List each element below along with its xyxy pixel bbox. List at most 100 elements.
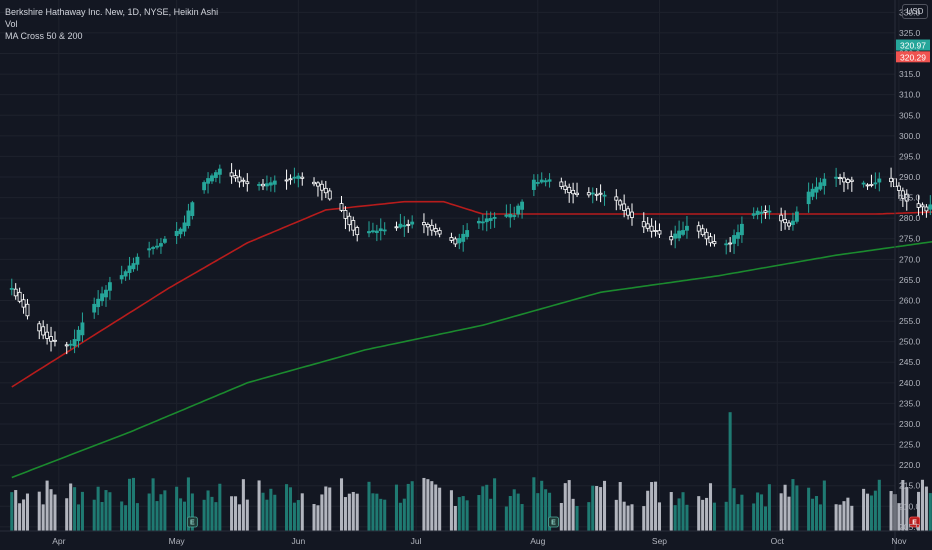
ma200-path: [11, 240, 932, 479]
volume-label[interactable]: Vol: [5, 19, 18, 29]
volume-bar: [273, 494, 277, 531]
volume-bar: [767, 484, 771, 531]
volume-bar: [795, 485, 799, 531]
volume-bar: [924, 486, 928, 531]
volume-bar: [642, 506, 646, 531]
volume-bar: [10, 492, 14, 531]
volume-bar: [347, 493, 351, 531]
volume-bar: [865, 493, 870, 531]
volume-bar: [489, 498, 493, 531]
candle-body: [822, 178, 827, 186]
volume-bar: [587, 502, 591, 531]
volume-bar: [477, 495, 481, 531]
volume-bar: [300, 493, 304, 531]
candle-body: [155, 245, 159, 248]
symbol-title[interactable]: Berkshire Hathaway Inc. New, 1D, NYSE, H…: [5, 7, 219, 17]
volume-bar: [285, 484, 289, 531]
volume-bar: [292, 502, 296, 531]
candle-body: [367, 231, 371, 234]
candle-body: [131, 263, 136, 270]
volume-bar: [147, 493, 151, 531]
volume-bar: [626, 505, 630, 531]
volume-bar: [453, 505, 457, 531]
candle-body: [374, 230, 379, 233]
candle-body: [272, 180, 277, 185]
earnings-badge-label: E: [551, 520, 556, 527]
volume-bar: [779, 493, 783, 531]
volume-bar: [100, 502, 104, 531]
candle-body: [382, 229, 387, 232]
volume-bar: [269, 488, 273, 531]
candle-body: [241, 179, 246, 182]
volume-bar: [379, 498, 383, 531]
y-tick-label: 210.0: [899, 501, 921, 511]
candle-body: [119, 275, 124, 280]
x-axis[interactable]: AprMayJunJulAugSepOctNovDec2022Feb: [52, 536, 932, 546]
candle-body: [920, 204, 925, 208]
earnings-badge[interactable]: E: [909, 516, 921, 528]
volume-bar: [320, 494, 324, 531]
volume-bar: [328, 487, 332, 531]
chart-legend: Berkshire Hathaway Inc. New, 1D, NYSE, H…: [5, 6, 218, 42]
earnings-badge[interactable]: E: [548, 516, 559, 528]
volume-bar: [559, 502, 563, 531]
candle-body: [370, 230, 375, 233]
candle-body: [602, 194, 607, 197]
volume-bar: [457, 497, 461, 531]
volume-bar: [834, 504, 838, 531]
candle-body: [810, 188, 815, 197]
candle-body: [787, 222, 791, 227]
candle-body: [626, 208, 631, 216]
earnings-badge[interactable]: E: [186, 516, 198, 528]
candle-body: [402, 224, 407, 227]
candle-body: [653, 230, 658, 232]
candle-body: [916, 203, 921, 208]
volume-bar: [508, 496, 512, 531]
volume-bar: [669, 492, 673, 531]
candle-body: [622, 203, 627, 211]
y-axis[interactable]: 205.0 210.0 215.0 220.0 225.0 230.0 235.0 240.0…: [899, 7, 921, 532]
volume-bar: [355, 493, 359, 531]
volume-bar: [811, 498, 815, 531]
volume-bar: [410, 481, 414, 531]
y-tick-label: 250.0: [899, 337, 921, 347]
volume-bar: [73, 487, 77, 531]
volume-bar: [190, 493, 194, 531]
volume-bar: [493, 478, 497, 531]
y-tick-label: 240.0: [899, 378, 921, 388]
volume-bar: [76, 504, 81, 531]
volume-bar: [622, 501, 626, 531]
volume-bar: [708, 483, 713, 531]
volume-bar: [124, 505, 128, 531]
volume-bar: [128, 478, 132, 531]
x-tick-label: Aug: [530, 536, 545, 546]
candle-body: [900, 190, 905, 199]
candle-body: [339, 203, 344, 211]
volume-bar: [324, 486, 328, 531]
candle-body: [630, 211, 634, 218]
candles: [9, 163, 932, 355]
indicator-label[interactable]: MA Cross 50 & 200: [5, 31, 83, 41]
candle-body: [849, 179, 854, 182]
candle-body: [410, 221, 415, 225]
volume-bar: [673, 505, 677, 531]
candle-body: [818, 182, 823, 190]
y-tick-label: 255.0: [899, 316, 921, 326]
y-tick-label: 215.0: [899, 481, 921, 491]
volume-bar: [897, 503, 901, 531]
volume-bar: [288, 487, 293, 531]
volume-bar: [646, 490, 650, 531]
candle-body: [594, 193, 599, 196]
candle-body: [669, 236, 674, 241]
candle-body: [288, 178, 293, 181]
candle-body: [312, 181, 316, 185]
candle-body: [516, 205, 521, 215]
candle-body: [41, 326, 46, 336]
candle-body: [72, 339, 77, 347]
y-tick-label: 245.0: [899, 357, 921, 367]
candle-body: [685, 225, 689, 231]
candle-body: [739, 223, 744, 236]
currency-button[interactable]: USD: [902, 4, 928, 19]
